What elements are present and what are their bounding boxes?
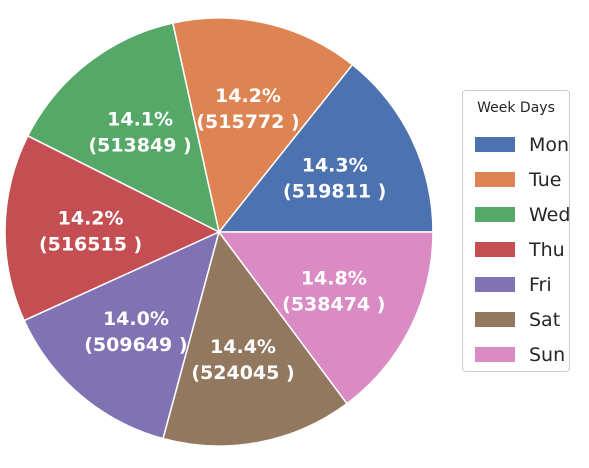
slice-label-thu: 14.2% (516515 ) xyxy=(39,208,142,256)
slice-label-sun: 14.8% (538474 ) xyxy=(282,268,385,316)
legend: Week Days Mon Tue Wed Thu Fri Sat Sun xyxy=(462,90,570,372)
legend-swatch xyxy=(475,207,515,222)
legend-swatch xyxy=(475,172,515,187)
slice-percent-label: 14.4% xyxy=(210,336,276,358)
legend-items: Mon Tue Wed Thu Fri Sat Sun xyxy=(475,127,570,372)
slice-percent-label: 14.8% xyxy=(301,268,367,290)
slice-percent-label: 14.3% xyxy=(302,154,368,176)
pie-slice-wed xyxy=(26,22,221,234)
legend-swatch xyxy=(475,312,515,327)
slice-label-wed: 14.1% (513849 ) xyxy=(88,109,191,157)
slice-value-label: (538474 ) xyxy=(282,294,385,316)
legend-label: Sun xyxy=(529,343,566,366)
legend-item-thu: Thu xyxy=(475,232,570,267)
legend-swatch xyxy=(475,242,515,257)
slice-percent-label: 14.2% xyxy=(215,85,281,107)
pie-slice-tue xyxy=(171,17,354,234)
legend-title: Week Days xyxy=(477,100,555,116)
slice-percent-label: 14.2% xyxy=(58,208,124,230)
slice-value-label: (519811 ) xyxy=(283,180,386,202)
legend-item-wed: Wed xyxy=(475,197,570,232)
legend-label: Thu xyxy=(529,238,565,261)
legend-label: Mon xyxy=(529,133,570,156)
legend-label: Wed xyxy=(529,203,571,226)
slice-value-label: (513849 ) xyxy=(88,135,191,157)
legend-item-sun: Sun xyxy=(475,337,570,372)
slice-label-tue: 14.2% (515772 ) xyxy=(196,85,299,133)
slice-percent-label: 14.0% xyxy=(103,308,169,330)
pie-slice-mon xyxy=(217,63,434,233)
legend-label: Tue xyxy=(529,168,562,191)
slice-value-label: (515772 ) xyxy=(196,111,299,133)
legend-swatch xyxy=(475,137,515,152)
slice-label-fri: 14.0% (509649 ) xyxy=(84,308,187,356)
pie-slice-fri xyxy=(23,230,221,440)
slice-label-mon: 14.3% (519811 ) xyxy=(283,154,386,202)
slice-value-label: (509649 ) xyxy=(84,334,187,356)
pie-slice-sun xyxy=(217,231,434,405)
slice-percent-label: 14.1% xyxy=(107,109,173,131)
pie-labels: 14.3% (519811 ) 14.2% (515772 ) 14.1% (513849… xyxy=(39,85,386,384)
legend-item-mon: Mon xyxy=(475,127,570,162)
legend-item-fri: Fri xyxy=(475,267,570,302)
pie-slice-sat xyxy=(162,230,348,447)
pie-slices xyxy=(4,17,434,447)
legend-item-tue: Tue xyxy=(475,162,570,197)
slice-value-label: (524045 ) xyxy=(191,362,294,384)
legend-item-sat: Sat xyxy=(475,302,570,337)
legend-label: Sat xyxy=(529,308,561,331)
slice-value-label: (516515 ) xyxy=(39,234,142,256)
slice-label-sat: 14.4% (524045 ) xyxy=(191,336,294,384)
pie-slice-thu xyxy=(4,134,221,322)
legend-swatch xyxy=(475,347,515,362)
legend-swatch xyxy=(475,277,515,292)
legend-label: Fri xyxy=(529,273,552,296)
